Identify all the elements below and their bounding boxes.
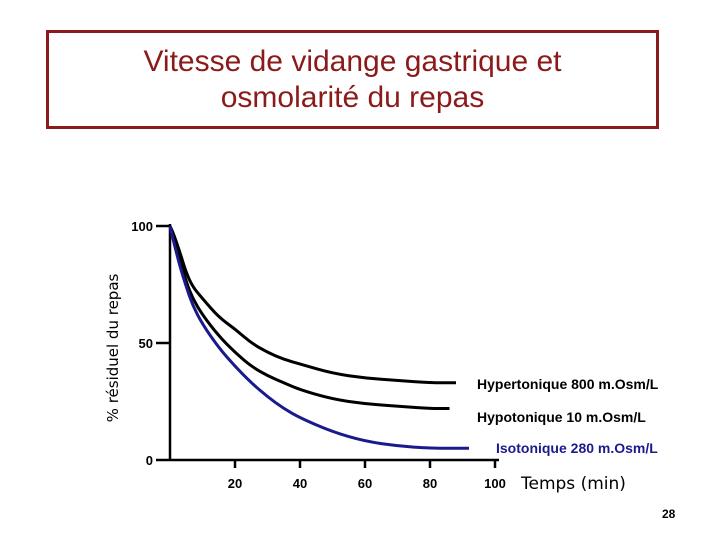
slide-title: Vitesse de vidange gastrique et osmolari… bbox=[143, 44, 562, 114]
x-tick-label: 100 bbox=[484, 476, 506, 491]
x-tick-label: 60 bbox=[358, 476, 372, 491]
chart-series bbox=[168, 225, 469, 450]
series-line-hypotonique bbox=[168, 225, 450, 411]
x-tick-label: 40 bbox=[293, 476, 307, 491]
chart-labels: 0 50 100 20 40 60 80 100 Temps (min) % résiduel d… bbox=[104, 219, 659, 494]
series-line-hypertonique bbox=[168, 225, 456, 385]
series-label-hypotonique: Hypotonique 10 m.Osm/L bbox=[477, 409, 646, 425]
y-tick-label: 50 bbox=[139, 336, 153, 351]
slide-title-box: Vitesse de vidange gastrique et osmolari… bbox=[46, 30, 659, 129]
x-tick-label: 80 bbox=[423, 476, 437, 491]
x-axis-title: Temps (min) bbox=[520, 474, 626, 494]
series-label-hypertonique: Hypertonique 800 m.Osm/L bbox=[477, 376, 659, 392]
y-tick-label: 0 bbox=[146, 453, 153, 468]
series-line-isotonique bbox=[168, 225, 469, 450]
slide-page-number: 28 bbox=[662, 507, 676, 521]
y-axis-title: % résiduel du repas bbox=[104, 273, 122, 422]
series-label-isotonique: Isotonique 280 m.Osm/L bbox=[496, 440, 658, 456]
y-tick-label: 100 bbox=[131, 219, 153, 234]
chart-axes bbox=[156, 224, 499, 468]
x-tick-label: 20 bbox=[228, 476, 242, 491]
